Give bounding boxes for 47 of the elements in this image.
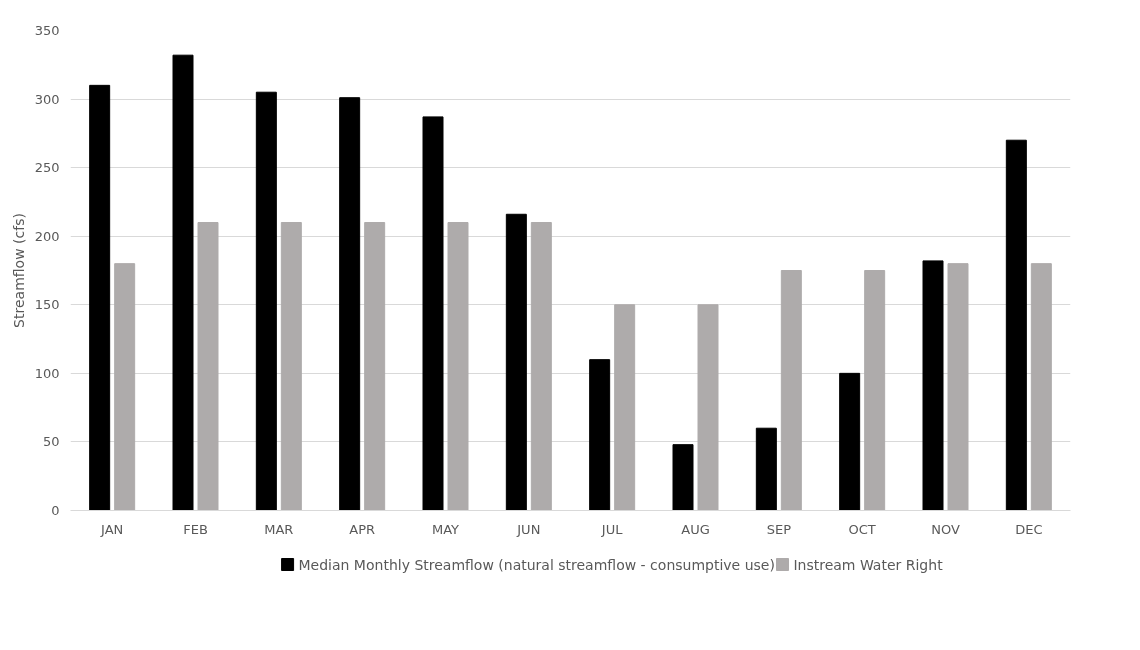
x-tick-label: MAY bbox=[431, 521, 460, 537]
bar bbox=[172, 54, 194, 511]
x-tick-label: OCT bbox=[848, 521, 876, 537]
y-tick-label: 350 bbox=[34, 23, 60, 38]
bar bbox=[114, 263, 136, 511]
bar bbox=[839, 372, 861, 511]
x-tick-label: SEP bbox=[766, 521, 792, 537]
bar bbox=[364, 222, 386, 511]
bar bbox=[89, 84, 111, 511]
x-tick-label: JUL bbox=[600, 521, 624, 537]
y-tick-label: 100 bbox=[34, 365, 60, 381]
bar bbox=[755, 427, 777, 511]
x-tick-label: FEB bbox=[183, 521, 208, 537]
x-tick-label: NOV bbox=[931, 521, 960, 537]
legend-label: Instream Water Right bbox=[793, 556, 944, 573]
x-tick-label: AUG bbox=[681, 521, 710, 537]
y-tick-label: 150 bbox=[34, 297, 60, 313]
bar bbox=[864, 270, 886, 511]
y-tick-label: 250 bbox=[34, 160, 60, 176]
bar bbox=[589, 359, 611, 511]
bar bbox=[422, 116, 444, 511]
y-axis-title: Streamflow (cfs) bbox=[10, 213, 27, 328]
bar bbox=[947, 263, 969, 511]
bar bbox=[1005, 139, 1027, 511]
bar bbox=[1030, 263, 1052, 511]
bar bbox=[339, 97, 361, 511]
x-tick-label: JUN bbox=[516, 521, 541, 537]
bar bbox=[614, 304, 636, 511]
y-tick-label: 300 bbox=[34, 91, 60, 107]
x-tick-label: MAR bbox=[264, 521, 294, 537]
y-tick-label: 0 bbox=[51, 503, 60, 518]
bar bbox=[447, 222, 469, 511]
bar bbox=[255, 91, 277, 511]
bar bbox=[672, 444, 694, 511]
bar bbox=[697, 304, 719, 511]
bar bbox=[530, 222, 552, 511]
bar bbox=[197, 222, 219, 511]
bar bbox=[922, 260, 944, 511]
x-tick-label: APR bbox=[349, 521, 376, 537]
bar bbox=[505, 213, 527, 511]
y-tick-label: 200 bbox=[34, 228, 60, 244]
bar bbox=[280, 222, 302, 511]
legend-label: Median Monthly Streamflow (natural streamflow - consumptive use) bbox=[298, 556, 775, 573]
bar bbox=[780, 270, 802, 511]
x-tick-label: JAN bbox=[100, 521, 124, 537]
y-tick-label: 50 bbox=[42, 434, 60, 450]
x-tick-label: DEC bbox=[1015, 521, 1043, 537]
